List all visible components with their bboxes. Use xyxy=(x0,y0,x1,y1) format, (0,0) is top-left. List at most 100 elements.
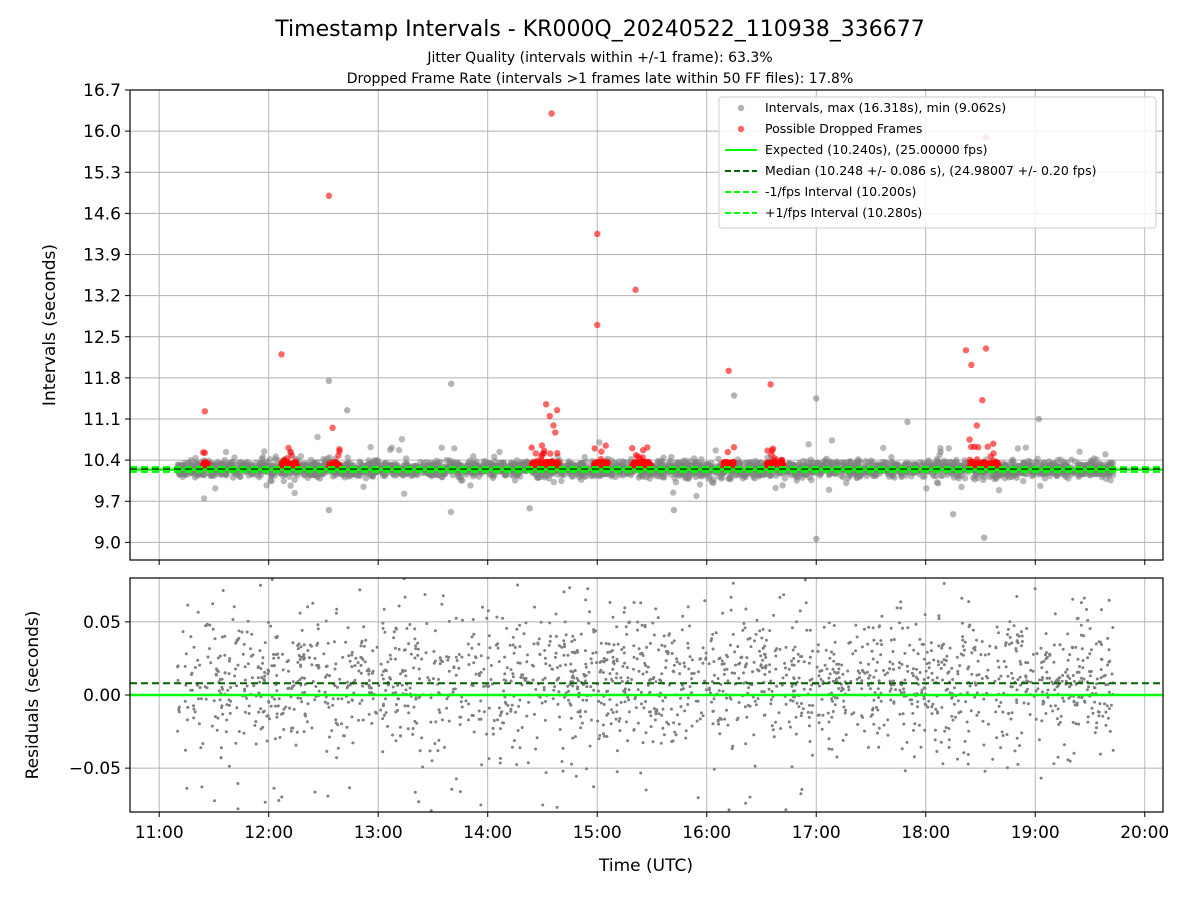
residual-point xyxy=(280,795,284,799)
residual-point xyxy=(912,674,915,678)
residual-point xyxy=(352,691,356,695)
residual-point xyxy=(704,651,708,655)
residual-point xyxy=(425,622,429,626)
residual-point xyxy=(1011,676,1015,680)
residual-point xyxy=(1106,682,1110,686)
interval-point xyxy=(1102,451,1109,458)
interval-point xyxy=(619,462,627,470)
legend-label: +1/fps Interval (10.280s) xyxy=(765,205,922,220)
residual-point xyxy=(663,644,667,648)
residual-point xyxy=(509,707,513,711)
dropped-frame-point xyxy=(538,453,545,460)
interval-point xyxy=(779,482,786,489)
interval-point xyxy=(439,473,446,481)
residual-point xyxy=(916,705,919,709)
residual-point xyxy=(636,688,640,692)
residual-point xyxy=(1051,709,1055,713)
residual-point xyxy=(1066,658,1070,662)
residual-point xyxy=(296,696,300,700)
residual-point xyxy=(898,688,902,692)
residual-point xyxy=(901,712,905,716)
residual-point xyxy=(614,676,618,680)
residual-point xyxy=(916,677,920,681)
residual-point xyxy=(611,711,615,715)
residual-point xyxy=(828,672,832,676)
residual-point xyxy=(821,680,825,683)
residual-point xyxy=(649,725,653,729)
residual-point xyxy=(556,666,559,669)
residual-point xyxy=(1049,704,1053,708)
residual-point xyxy=(622,610,626,614)
residual-point xyxy=(211,627,215,631)
residual-point xyxy=(773,649,777,653)
residual-point xyxy=(797,705,801,709)
residual-point xyxy=(857,676,861,680)
residual-point xyxy=(626,695,630,699)
residual-point xyxy=(1072,679,1076,683)
residual-point xyxy=(1041,690,1044,694)
residual-point xyxy=(988,644,992,648)
residual-point xyxy=(1034,689,1038,693)
residual-point xyxy=(788,725,792,729)
residual-point xyxy=(623,687,627,691)
residual-point xyxy=(573,735,577,739)
residual-point xyxy=(458,715,462,719)
dropped-frame-point xyxy=(554,450,561,457)
residual-point xyxy=(299,645,303,649)
residual-point xyxy=(725,708,728,712)
residual-point xyxy=(898,712,902,716)
residual-point xyxy=(830,691,834,695)
residual-point xyxy=(229,686,233,689)
residual-point xyxy=(515,627,519,631)
residual-point xyxy=(827,737,831,741)
residual-point xyxy=(645,670,649,674)
dropped-frame-outlier-point xyxy=(725,367,732,375)
residual-point xyxy=(987,722,990,726)
residual-point xyxy=(216,716,220,720)
residual-point xyxy=(632,667,635,671)
residual-point xyxy=(825,667,829,671)
residual-point xyxy=(482,667,486,671)
residual-point xyxy=(310,663,314,667)
residual-point xyxy=(217,689,221,693)
dropped-frame-point xyxy=(594,461,601,468)
residual-point xyxy=(569,662,573,666)
interval-point xyxy=(200,495,208,502)
interval-point xyxy=(930,472,937,480)
residual-point xyxy=(350,650,354,654)
interval-point xyxy=(1037,482,1044,490)
residual-point xyxy=(382,607,386,611)
residual-point xyxy=(609,722,613,726)
residual-point xyxy=(1079,623,1083,627)
interval-point xyxy=(267,477,274,484)
residual-point xyxy=(742,622,746,625)
residual-point xyxy=(956,669,960,673)
residual-point xyxy=(455,659,459,662)
residual-point xyxy=(615,672,619,676)
residual-point xyxy=(945,654,949,658)
residual-point xyxy=(790,765,794,769)
residual-point xyxy=(832,652,836,656)
residual-point xyxy=(379,662,383,666)
residual-point xyxy=(646,665,650,669)
residual-point xyxy=(929,649,933,653)
residual-point xyxy=(926,705,930,709)
residual-point xyxy=(935,676,939,680)
interval-point xyxy=(558,477,565,485)
residual-point xyxy=(763,644,767,648)
residual-point xyxy=(854,649,857,653)
residual-point xyxy=(802,687,806,691)
residual-point xyxy=(704,688,708,692)
interval-outlier-point xyxy=(448,380,455,387)
residual-point xyxy=(999,674,1003,678)
residual-point xyxy=(356,661,360,665)
residual-point xyxy=(923,728,927,732)
residual-point xyxy=(1036,687,1040,691)
interval-point xyxy=(715,473,723,480)
residual-point xyxy=(413,790,417,794)
intervals-y-tick-label: 9.7 xyxy=(94,492,121,512)
dropped-frame-outlier-point xyxy=(553,406,561,414)
residual-point xyxy=(761,658,765,662)
residual-point xyxy=(717,722,721,726)
residual-point xyxy=(272,652,275,656)
